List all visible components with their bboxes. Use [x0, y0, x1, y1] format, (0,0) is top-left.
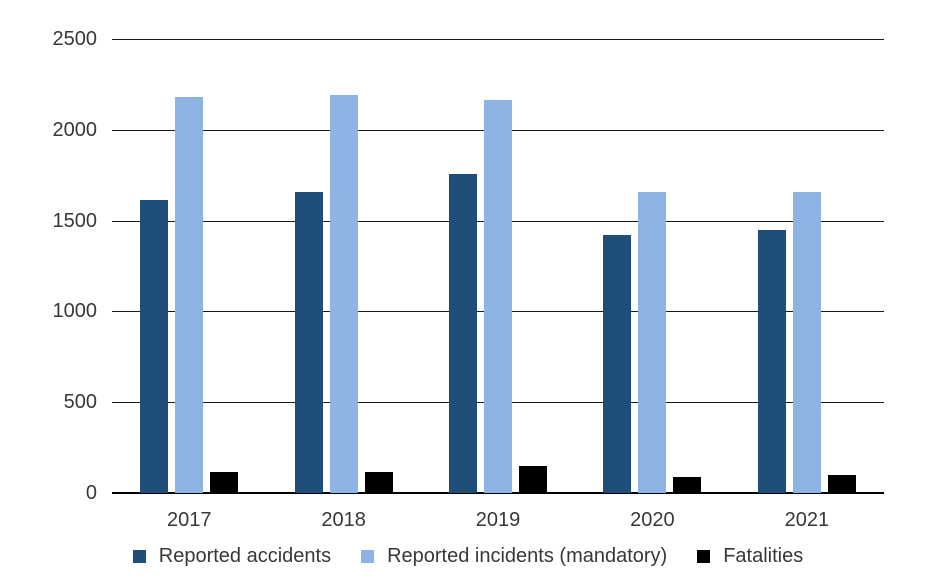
y-tick-label: 0	[85, 482, 97, 504]
y-tick-label: 1000	[52, 300, 98, 323]
legend: Reported accidents Reported incidents (ma…	[0, 543, 936, 569]
legend-item-reported-incidents-mandatory: Reported incidents (mandatory)	[361, 543, 667, 569]
bar-group-2017	[112, 39, 266, 493]
bar-reported-incidents-mandatory-2017	[175, 97, 204, 493]
bar-fatalities-2018	[364, 472, 393, 493]
legend-swatch-icon	[697, 549, 711, 563]
bar-group-2018	[266, 39, 420, 493]
bar-fatalities-2021	[827, 474, 856, 493]
x-axis-line	[112, 492, 884, 494]
bar-reported-accidents-2020	[603, 235, 632, 493]
bar-reported-accidents-2017	[140, 199, 169, 493]
legend-swatch-icon	[132, 549, 146, 563]
bar-reported-incidents-mandatory-2020	[638, 192, 667, 493]
y-axis: 0 500 1000 1500 2000 2500	[0, 28, 98, 504]
legend-item-reported-accidents: Reported accidents	[132, 543, 332, 569]
bar-groups	[112, 39, 884, 493]
gridline	[112, 39, 884, 40]
x-tick-label: 2021	[784, 509, 830, 531]
bar-reported-accidents-2021	[757, 229, 786, 493]
bar-fatalities-2017	[210, 472, 239, 493]
legend-label: Fatalities	[723, 545, 804, 567]
bar-fatalities-2020	[673, 476, 702, 493]
x-axis: 2017 2018 2019 2020 2021	[112, 507, 884, 533]
plot-area	[112, 39, 884, 494]
y-tick-label: 2000	[52, 118, 98, 141]
bar-group-2020	[575, 39, 729, 493]
x-tick-label: 2020	[630, 509, 675, 531]
legend-swatch-icon	[361, 549, 375, 563]
y-tick-label: 2500	[52, 28, 98, 50]
y-tick-label: 500	[63, 391, 97, 414]
x-tick-label: 2018	[321, 509, 366, 531]
bar-group-2019	[421, 39, 575, 493]
bar-reported-incidents-mandatory-2019	[484, 99, 513, 493]
legend-label: Reported incidents (mandatory)	[387, 545, 668, 567]
bar-reported-incidents-mandatory-2021	[792, 191, 821, 493]
legend-label: Reported accidents	[158, 545, 332, 567]
bar-reported-accidents-2018	[294, 191, 323, 493]
x-tick-label: 2019	[475, 509, 521, 531]
bar-group-2021	[730, 39, 884, 493]
bar-reported-incidents-mandatory-2018	[329, 95, 358, 493]
x-tick-label: 2017	[166, 509, 212, 531]
legend-item-fatalities: Fatalities	[697, 543, 803, 569]
bar-fatalities-2019	[519, 465, 548, 493]
bar-reported-accidents-2019	[449, 174, 478, 493]
y-tick-label: 1500	[52, 209, 98, 232]
